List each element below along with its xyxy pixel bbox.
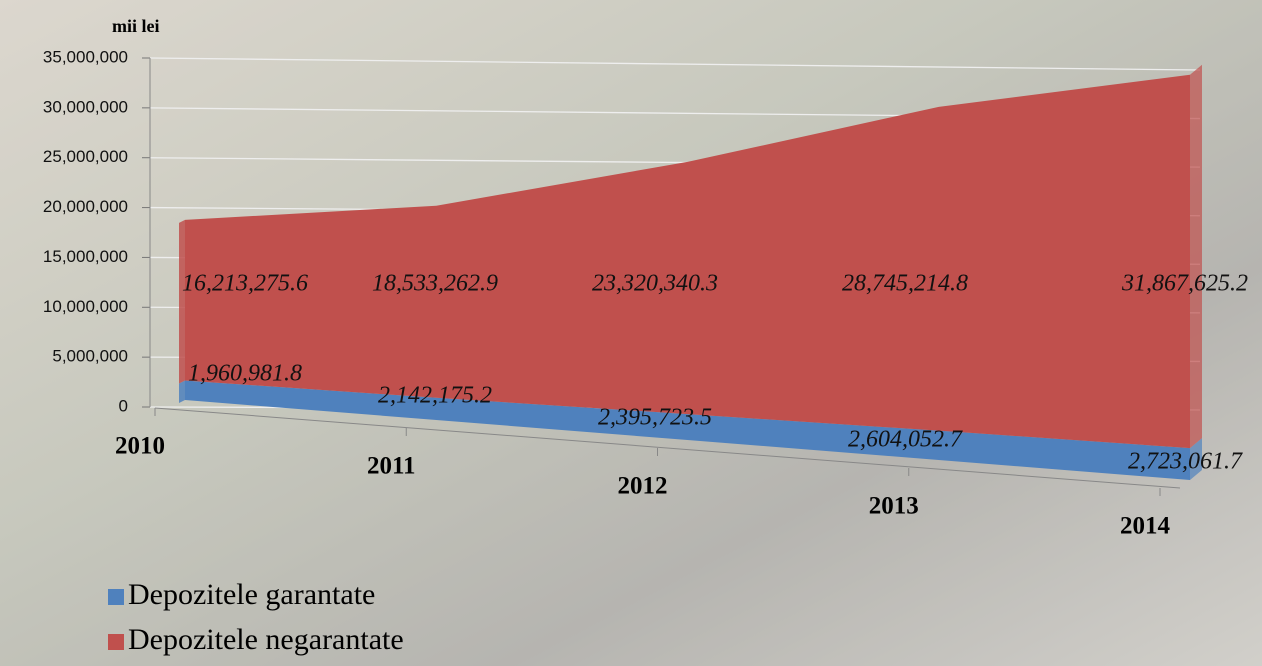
- area-side: [1190, 438, 1202, 480]
- x-tick-label: 2010: [115, 433, 165, 460]
- data-label: 2,604,052.7: [848, 427, 963, 453]
- data-label: 28,745,214.8: [842, 271, 968, 297]
- data-label: 16,213,275.6: [182, 271, 308, 297]
- data-label: 2,395,723.5: [598, 405, 712, 431]
- area-left: [179, 219, 185, 384]
- y-tick-label: 5,000,000: [52, 347, 128, 366]
- y-tick-label: 20,000,000: [43, 197, 128, 216]
- y-tick-label: 10,000,000: [43, 297, 128, 316]
- legend-label: Depozitele garantate: [128, 578, 375, 611]
- legend-label: Depozitele negarantate: [128, 623, 404, 656]
- legend-swatch: [108, 589, 124, 605]
- y-tick-label: 0: [119, 396, 128, 415]
- area-left: [179, 380, 185, 403]
- area: [185, 380, 1190, 480]
- x-tick-label: 2014: [1120, 513, 1171, 540]
- y-axis-label: mii lei: [112, 16, 160, 36]
- y-tick-label: 35,000,000: [43, 47, 128, 66]
- y-tick-label: 15,000,000: [43, 247, 128, 266]
- grid-line: [149, 57, 1201, 71]
- legend-swatch: [108, 634, 124, 650]
- x-tick-label: 2011: [367, 453, 416, 480]
- y-tick-label: 25,000,000: [43, 147, 128, 166]
- y-tick-label: 30,000,000: [43, 97, 128, 116]
- data-label: 31,867,625.2: [1121, 271, 1248, 297]
- data-label: 18,533,262.9: [372, 271, 498, 297]
- x-tick-label: 2012: [618, 473, 668, 500]
- x-tick-label: 2013: [869, 493, 919, 520]
- area-side: [1190, 64, 1202, 449]
- area: [185, 74, 1190, 449]
- floor-line: [154, 407, 1181, 489]
- data-label: 2,142,175.2: [378, 383, 492, 409]
- data-label: 2,723,061.7: [1128, 449, 1243, 475]
- data-label: 1,960,981.8: [188, 361, 302, 387]
- data-label: 23,320,340.3: [592, 271, 718, 297]
